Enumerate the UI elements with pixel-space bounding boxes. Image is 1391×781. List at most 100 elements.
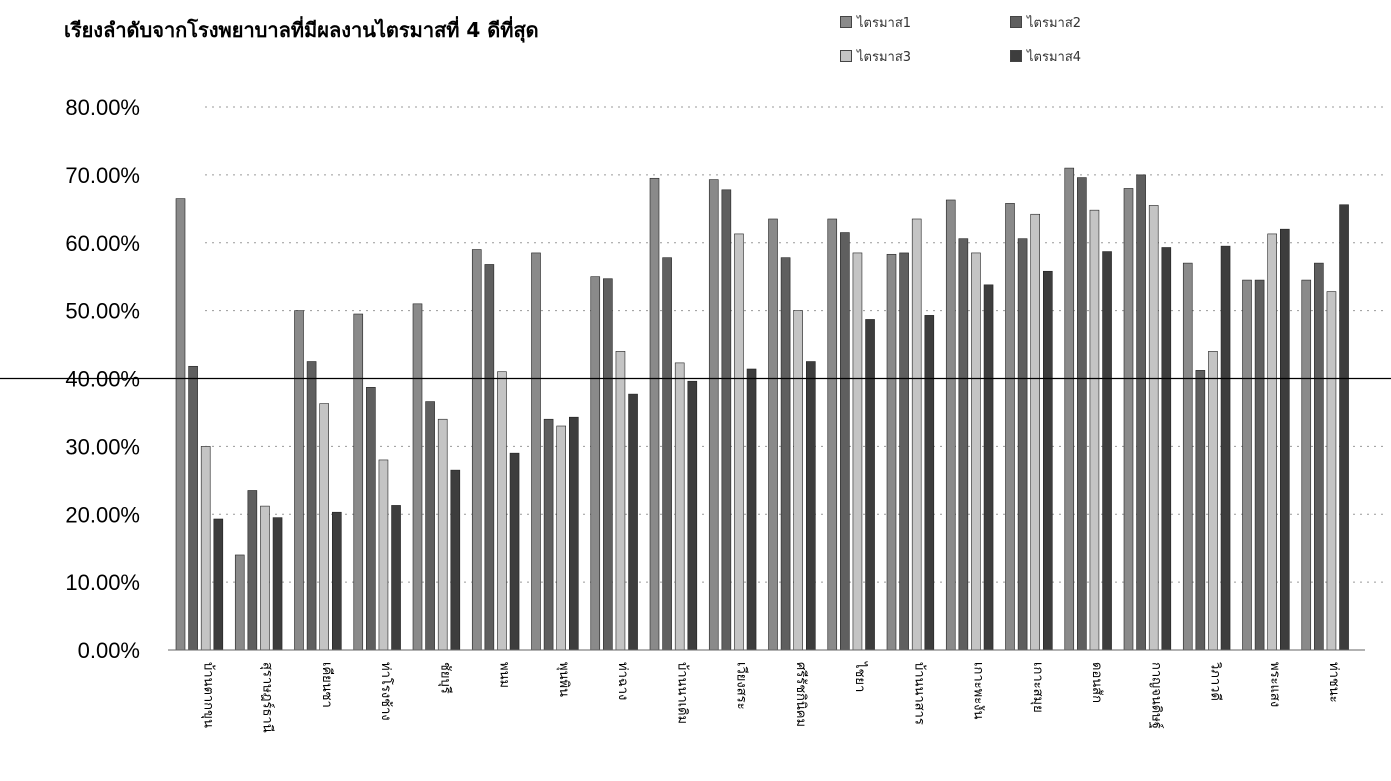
bar	[590, 276, 601, 651]
bar	[1089, 209, 1100, 651]
bar	[945, 199, 956, 651]
legend-swatch	[840, 50, 852, 62]
bar	[1161, 247, 1172, 651]
bar	[746, 368, 757, 651]
bar	[1339, 204, 1349, 651]
x-axis-categories: บ้านตากขุน สุราษฎร์ธานี เคียนซา ท่าโรงช้าง ช…	[200, 661, 1341, 733]
bar	[1182, 262, 1193, 651]
bar	[1005, 203, 1015, 651]
x-tick-label: วิภาวดี	[1208, 661, 1224, 701]
bar	[1208, 351, 1218, 651]
legend-item: ไตรมาส1	[840, 12, 911, 33]
bar	[450, 469, 461, 651]
bar	[331, 511, 342, 651]
legend-label: ไตรมาส3	[857, 50, 912, 65]
bar	[827, 218, 838, 651]
bar	[378, 459, 389, 651]
x-tick-label: ศรีรัชกินิคม	[793, 662, 809, 727]
x-tick-label: ท่าโรงช้าง	[378, 662, 394, 721]
bar	[958, 238, 969, 651]
x-tick-label: บ้านตากขุน	[200, 662, 215, 728]
bar	[615, 351, 626, 651]
bar	[1148, 205, 1159, 651]
bar	[1102, 251, 1112, 651]
bar	[899, 252, 909, 651]
x-tick-label: พนม	[497, 662, 512, 688]
y-tick-label: 50.00%	[65, 299, 140, 324]
bar	[391, 505, 401, 651]
bar	[674, 362, 685, 651]
bar	[662, 257, 672, 651]
y-tick-label: 70.00%	[65, 163, 140, 188]
bar	[353, 313, 364, 651]
bar	[886, 253, 897, 651]
bar	[412, 303, 423, 651]
bar	[1220, 245, 1231, 651]
bar	[793, 310, 804, 651]
bar	[649, 177, 660, 651]
bar	[437, 418, 448, 651]
bar	[484, 264, 495, 651]
bar	[708, 179, 719, 651]
x-tick-label: เกาะสมุย	[1030, 662, 1045, 713]
x-tick-label: กาญจนดิษฐ์	[1148, 662, 1164, 729]
bar	[734, 233, 744, 651]
y-tick-label: 80.00%	[65, 95, 140, 120]
bar	[188, 365, 198, 651]
bar	[971, 252, 981, 651]
x-tick-label: ชัยบุรี	[437, 662, 453, 694]
bar	[780, 257, 791, 651]
bar	[1195, 370, 1206, 651]
bar	[306, 361, 317, 651]
bar	[509, 452, 520, 651]
bar	[911, 218, 922, 651]
x-tick-label: ท่าชนะ	[1326, 662, 1341, 703]
bar	[568, 416, 579, 651]
x-tick-label: บ้านนาเดิม	[674, 662, 689, 724]
bars	[175, 167, 1349, 651]
bar	[556, 425, 567, 651]
x-tick-label: พระแสง	[1267, 662, 1282, 707]
x-tick-label: ดอนสัก	[1089, 662, 1104, 703]
x-tick-label: บ้านนาสาร	[911, 662, 926, 725]
bar	[805, 361, 816, 651]
y-tick-label: 20.00%	[65, 502, 140, 527]
bar	[247, 490, 258, 651]
bar	[852, 252, 863, 651]
bar	[840, 232, 850, 651]
legend-swatch	[1010, 50, 1022, 62]
y-tick-label: 60.00%	[65, 231, 140, 256]
y-tick-label: 0.00%	[78, 638, 140, 663]
bar	[865, 319, 875, 651]
x-tick-label: พุนพิน	[556, 662, 571, 697]
legend-label: ไตรมาส1	[857, 16, 912, 31]
bar	[768, 218, 778, 651]
bar	[425, 401, 435, 651]
legend-label: ไตรมาส2	[1027, 16, 1082, 31]
bar	[497, 371, 507, 651]
bar	[319, 403, 330, 651]
bar	[1326, 291, 1337, 651]
legend-swatch	[1010, 16, 1022, 28]
bar	[1267, 233, 1277, 651]
bar	[200, 446, 211, 651]
legend-swatch	[840, 16, 852, 28]
x-tick-label: เคียนซา	[319, 662, 335, 708]
bar	[628, 393, 638, 651]
legend-item: ไตรมาส2	[1010, 12, 1081, 33]
legend-item: ไตรมาส3	[840, 46, 911, 67]
bar	[471, 249, 482, 651]
bar	[983, 284, 994, 651]
bar	[603, 278, 613, 651]
x-tick-label: สุราษฎร์ธานี	[260, 662, 276, 733]
bar	[1123, 188, 1134, 651]
bar	[1030, 213, 1040, 651]
x-tick-label: ท่าฉาง	[615, 662, 630, 700]
y-axis-ticks: 0.00%10.00%20.00%30.00%40.00%50.00%60.00…	[65, 95, 140, 663]
x-tick-label: เวียงสระ	[734, 662, 750, 710]
chart-title: เรียงลำดับจากโรงพยาบาลที่มีผลงานไตรมาสที…	[64, 18, 539, 42]
bar	[531, 252, 541, 651]
bar	[687, 380, 698, 651]
bar	[272, 517, 283, 651]
